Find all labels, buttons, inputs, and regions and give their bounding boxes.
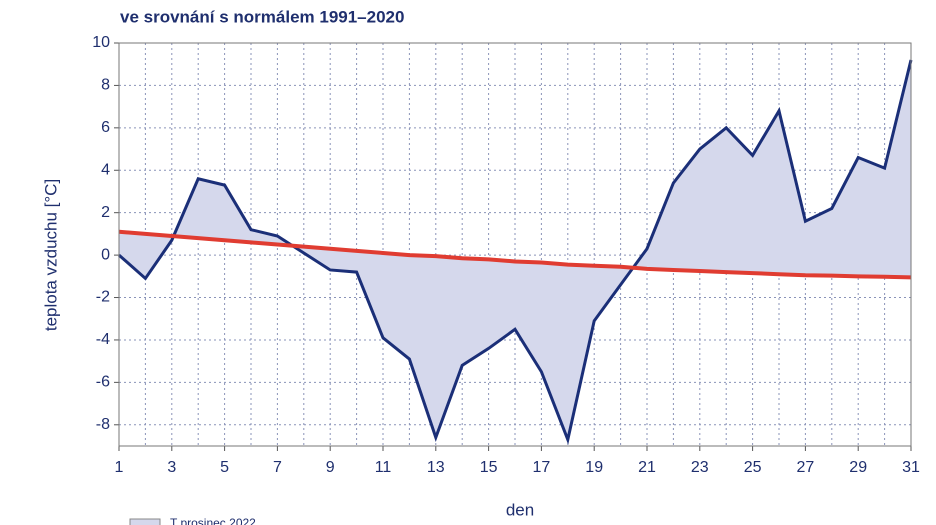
y-tick-label: 8 — [101, 77, 110, 94]
x-axis-label: den — [506, 500, 534, 519]
y-tick-label: 2 — [101, 204, 110, 221]
x-tick-label: 25 — [744, 459, 762, 476]
y-tick-label: 0 — [101, 246, 110, 263]
x-tick-label: 17 — [533, 459, 551, 476]
x-tick-label: 1 — [115, 459, 124, 476]
x-tick-label: 27 — [797, 459, 815, 476]
x-tick-label: 11 — [375, 459, 392, 476]
y-tick-label: -4 — [96, 331, 110, 348]
x-tick-label: 31 — [902, 459, 920, 476]
y-tick-label: 10 — [92, 34, 110, 51]
legend-label: T prosinec 2022 — [170, 516, 256, 525]
x-tick-label: 13 — [427, 459, 445, 476]
legend-swatch — [129, 518, 161, 525]
x-tick-label: 19 — [585, 459, 603, 476]
y-tick-label: -8 — [96, 416, 110, 433]
area — [119, 59, 911, 440]
chart-title: ve srovnání s normálem 1991–2020 — [120, 7, 404, 26]
plot-frame — [118, 42, 912, 447]
line — [118, 229, 912, 280]
x-tick-label: 29 — [849, 459, 867, 476]
y-tick-label: 6 — [101, 119, 110, 136]
x-tick-label: 15 — [480, 459, 498, 476]
y-tick-label: -6 — [96, 374, 110, 391]
x-tick-label: 7 — [273, 459, 282, 476]
x-tick-label: 9 — [326, 459, 335, 476]
y-tick-label: 4 — [101, 161, 110, 178]
line — [118, 59, 913, 445]
x-tick-label: 23 — [691, 459, 709, 476]
x-tick-label: 5 — [220, 459, 229, 476]
x-tick-label: 3 — [167, 459, 176, 476]
x-tick-label: 21 — [638, 459, 656, 476]
y-axis-label: teplota vzduchu [°C] — [41, 179, 60, 331]
y-tick-label: -2 — [96, 289, 110, 306]
